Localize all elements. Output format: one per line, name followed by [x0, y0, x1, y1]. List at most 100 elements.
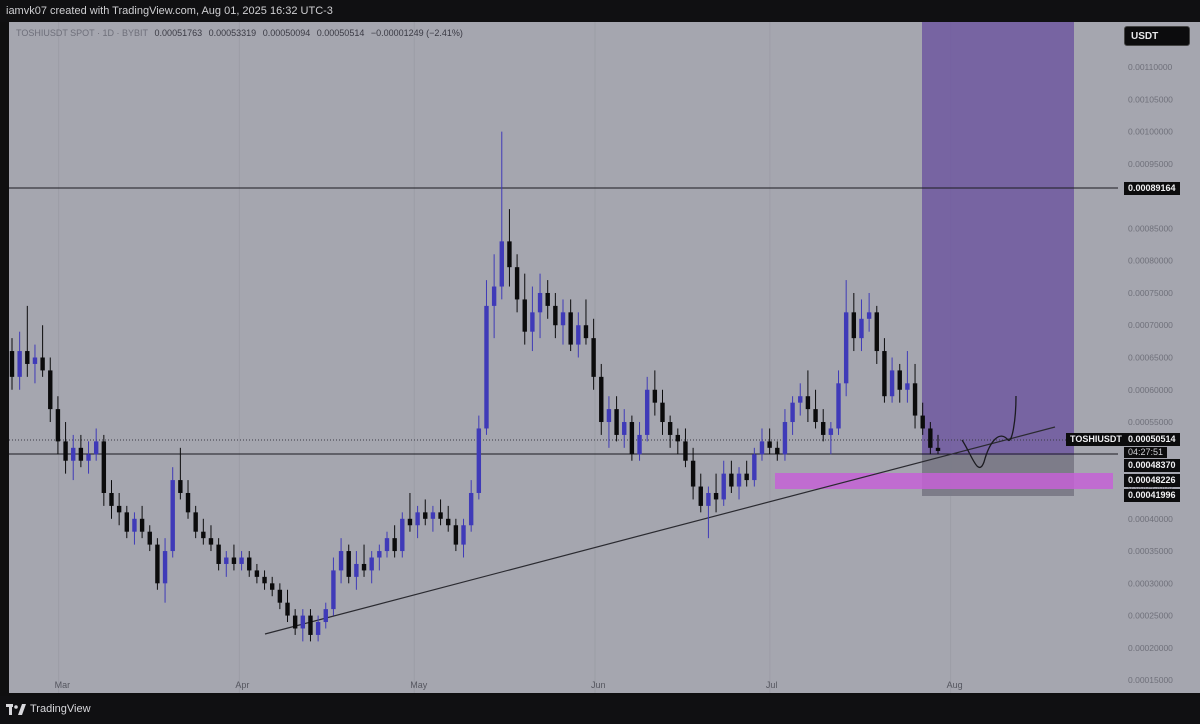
candle-body — [759, 441, 765, 455]
candle-body — [40, 357, 45, 371]
candle-body — [185, 492, 191, 513]
legend-change: −0.00001249 (−2.41%) — [370, 28, 463, 38]
candle-body — [285, 602, 290, 616]
price-axis-label: 0.00095000 — [1128, 159, 1173, 169]
candle-body — [614, 409, 619, 435]
price-axis-label: 0.00060000 — [1128, 385, 1173, 395]
candle-body — [813, 409, 818, 423]
time-axis-label: Aug — [947, 680, 963, 690]
candle-body — [560, 312, 566, 326]
candle-body — [713, 492, 719, 500]
legend-open: 0.00051763 — [154, 28, 203, 38]
candle-body — [644, 389, 650, 435]
candle-body — [369, 557, 374, 571]
candle-body — [599, 376, 604, 423]
candle-body — [491, 286, 497, 306]
price-axis-label: 0.00080000 — [1128, 256, 1173, 266]
price-axis-label: 0.00110000 — [1128, 62, 1173, 72]
candle-body — [71, 447, 76, 461]
candle-body — [652, 389, 658, 403]
candle-body — [315, 622, 321, 635]
currency-button[interactable]: USDT — [1124, 26, 1190, 46]
candle-body — [354, 563, 359, 577]
candle-body — [193, 512, 198, 532]
candle-body — [905, 383, 910, 390]
candle-body — [767, 441, 772, 448]
candle-body — [935, 447, 941, 451]
candle-body — [300, 615, 306, 629]
tradingview-logo-icon — [6, 704, 26, 715]
candle-body — [889, 370, 895, 397]
candle-body — [277, 589, 283, 603]
ohlc-legend: TOSHIUSDT SPOT · 1D · BYBIT 0.00051763 0… — [16, 28, 467, 38]
candle-body — [201, 531, 206, 539]
candle-body — [155, 544, 160, 584]
attribution-text: iamvk07 created with TradingView.com, Au… — [6, 5, 333, 17]
candle-body — [805, 396, 811, 410]
candle-body — [576, 325, 581, 345]
candle-body — [897, 370, 902, 390]
candle-body — [629, 422, 635, 455]
candle-body — [775, 447, 780, 455]
candle-body — [415, 512, 420, 526]
candle-body — [782, 422, 788, 455]
candle-body — [292, 615, 298, 629]
candle-body — [675, 434, 681, 442]
candle-body — [338, 551, 344, 571]
candle-body — [407, 518, 413, 526]
candle-body — [377, 551, 382, 558]
support-price-tag: 0.00048370 — [1124, 459, 1180, 472]
candle-body — [667, 422, 673, 435]
price-axis-label: 0.00020000 — [1128, 643, 1173, 653]
candle-body — [660, 402, 665, 423]
candle-body — [706, 492, 711, 506]
candle-body — [63, 441, 68, 461]
candle-body — [698, 486, 703, 506]
candle-body — [744, 473, 749, 481]
candle-body — [216, 544, 221, 564]
candle-body — [269, 583, 275, 590]
candle-body — [308, 615, 313, 635]
candle-body — [247, 557, 252, 571]
price-axis-label: 0.00015000 — [1128, 675, 1173, 685]
candle-body — [93, 441, 99, 455]
price-axis-label: 0.00055000 — [1128, 417, 1173, 427]
candle-body — [17, 351, 22, 377]
candle-body — [828, 428, 834, 435]
candle-body — [476, 428, 482, 493]
price-axis-label: 0.00030000 — [1128, 578, 1173, 588]
price-axis-label: 0.00085000 — [1128, 223, 1173, 233]
candle-body — [32, 357, 38, 364]
candle-body — [430, 512, 436, 519]
candle-body — [224, 557, 229, 564]
candle-body — [231, 557, 237, 564]
candle-body — [468, 492, 474, 526]
candle-body — [545, 292, 550, 306]
price-axis[interactable] — [1118, 22, 1200, 693]
legend-low: 0.00050094 — [262, 28, 311, 38]
candle-body — [514, 267, 520, 300]
candle-body — [48, 370, 53, 410]
candle-body — [55, 409, 61, 442]
stop-price-tag: 0.00041996 — [1124, 489, 1180, 502]
candle-body — [178, 480, 183, 493]
candle-body — [400, 518, 405, 552]
candle-body — [147, 531, 152, 545]
attribution-bar: iamvk07 created with TradingView.com, Au… — [0, 0, 1200, 22]
candle-body — [866, 312, 872, 319]
candle-body — [790, 402, 795, 423]
candle-body — [752, 454, 757, 481]
candle-body — [132, 518, 137, 532]
time-axis-label: May — [410, 680, 428, 690]
candle-body — [346, 551, 351, 577]
candle-body — [423, 512, 428, 519]
bar-countdown: 04:27:51 — [1124, 447, 1168, 458]
candle-body — [239, 557, 244, 564]
candle-body — [591, 338, 596, 377]
candle-body — [361, 563, 367, 571]
candle-body — [499, 241, 504, 287]
time-axis-label: Apr — [235, 680, 249, 690]
candle-body — [836, 383, 841, 429]
candle-body — [622, 422, 627, 435]
